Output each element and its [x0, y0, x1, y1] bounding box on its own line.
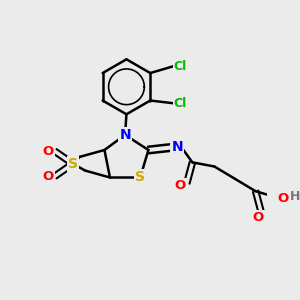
Text: Cl: Cl — [174, 60, 187, 73]
Text: H: H — [290, 190, 300, 203]
Text: N: N — [172, 140, 183, 154]
Text: Cl: Cl — [174, 97, 187, 110]
Text: S: S — [135, 170, 145, 184]
Text: O: O — [43, 169, 54, 183]
Text: O: O — [253, 211, 264, 224]
Text: O: O — [278, 192, 289, 205]
Text: O: O — [174, 179, 186, 192]
Text: N: N — [119, 128, 131, 142]
Text: S: S — [68, 157, 78, 171]
Text: O: O — [43, 145, 54, 158]
